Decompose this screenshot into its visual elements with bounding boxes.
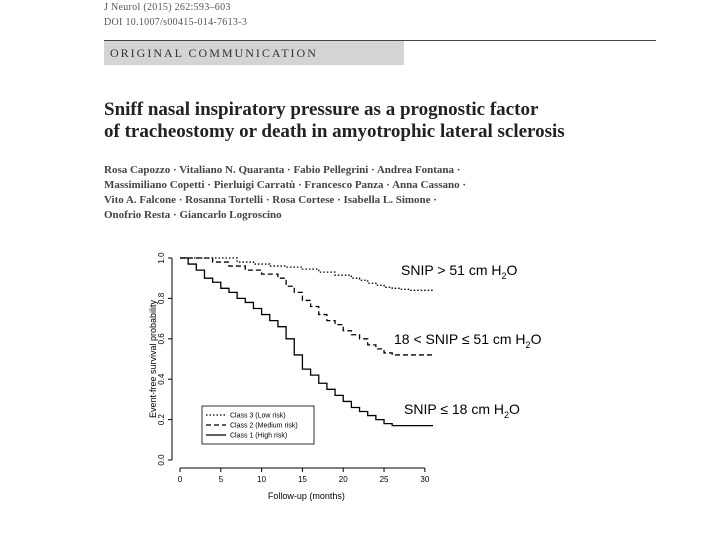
snip-low-label: SNIP ≤ 18 cm H2O xyxy=(404,401,520,420)
article-title-line-2: of tracheostomy or death in amyotrophic … xyxy=(104,121,565,142)
legend-label: Class 2 (Medium risk) xyxy=(230,423,298,430)
y-axis-label: Event-free survival probability xyxy=(148,299,158,418)
x-tick-label: 20 xyxy=(339,475,348,484)
article-title: Sniff nasal inspiratory pressure as a pr… xyxy=(104,99,664,143)
legend-label: Class 3 (Low risk) xyxy=(230,413,286,420)
survival-curve xyxy=(180,257,433,291)
x-tick-label: 30 xyxy=(420,475,429,484)
snip-medium-label: 18 < SNIP ≤ 51 cm H2O xyxy=(394,331,542,350)
survival-curve xyxy=(180,257,433,427)
author-line: Massimiliano Copetti · Pierluigi Carratù… xyxy=(104,179,467,191)
legend-box xyxy=(201,405,315,445)
y-tick-label: 0.0 xyxy=(157,454,166,466)
x-tick-label: 0 xyxy=(178,475,183,484)
x-tick-label: 25 xyxy=(380,475,389,484)
author-line: Onofrio Resta · Giancarlo Logroscino xyxy=(104,209,282,221)
y-tick-label: 0.2 xyxy=(157,413,166,425)
journal-citation: J Neurol (2015) 262:593–603 xyxy=(104,2,231,13)
survival-chart: 0.0 0.2 0.4 0.6 0.8 1.0 0 5 10 15 20 25 30 Follow-up … xyxy=(148,252,433,501)
author-line: Vito A. Falcone · Rosanna Tortelli · Ros… xyxy=(104,194,437,206)
x-tick-label: 10 xyxy=(257,475,266,484)
x-tick-label: 15 xyxy=(298,475,307,484)
header-divider xyxy=(104,40,656,41)
y-tick-label: 1.0 xyxy=(157,252,166,264)
legend-label: Class 1 (High risk) xyxy=(230,433,287,440)
y-tick-label: 0.8 xyxy=(157,292,166,304)
snip-high-label: SNIP > 51 cm H2O xyxy=(401,262,518,281)
section-banner xyxy=(104,41,404,65)
x-axis-label: Follow-up (months) xyxy=(268,491,345,501)
author-line: Rosa Capozzo · Vitaliano N. Quaranta · F… xyxy=(104,164,461,176)
article-title-line-1: Sniff nasal inspiratory pressure as a pr… xyxy=(104,99,539,120)
doi-line: DOI 10.1007/s00415-014-7613-3 xyxy=(104,17,248,28)
x-tick-label: 5 xyxy=(219,475,224,484)
y-tick-label: 0.6 xyxy=(157,333,166,345)
y-tick-label: 0.4 xyxy=(157,373,166,385)
section-banner-label: ORIGINAL COMMUNICATION xyxy=(110,46,318,60)
author-list: Rosa Capozzo · Vitaliano N. Quaranta · F… xyxy=(104,163,664,223)
